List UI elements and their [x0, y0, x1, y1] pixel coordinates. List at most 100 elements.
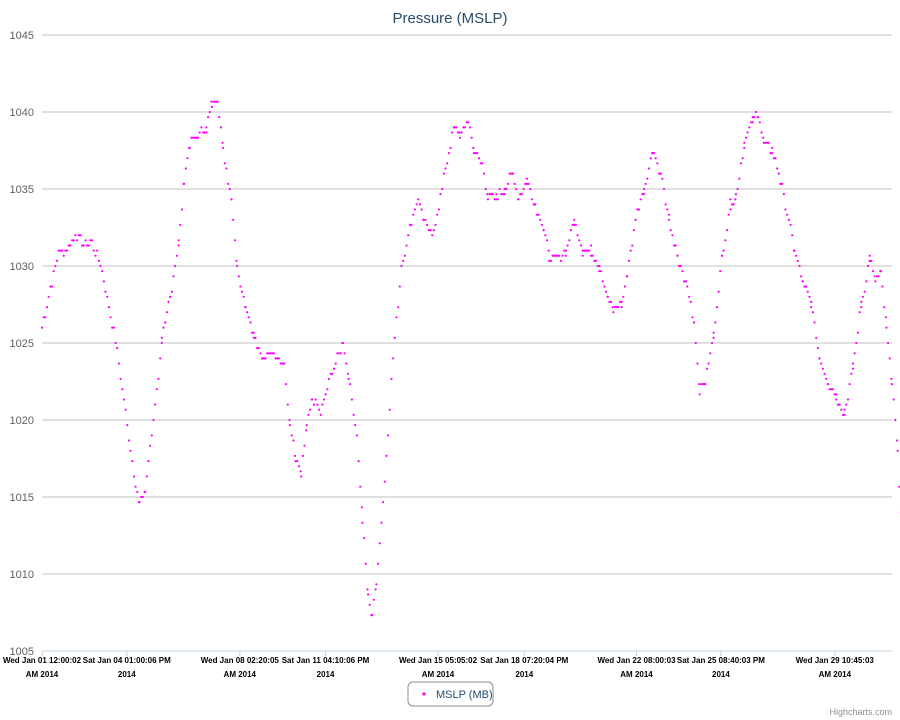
data-point[interactable]	[458, 131, 461, 134]
data-point[interactable]	[669, 229, 672, 232]
data-point[interactable]	[741, 157, 744, 160]
data-point[interactable]	[701, 383, 705, 386]
data-point[interactable]	[667, 218, 671, 221]
data-point[interactable]	[456, 131, 459, 134]
data-point[interactable]	[815, 336, 818, 339]
data-point[interactable]	[400, 264, 403, 268]
data-point[interactable]	[162, 326, 165, 329]
data-point[interactable]	[266, 352, 269, 355]
data-point[interactable]	[811, 311, 815, 314]
data-point[interactable]	[412, 213, 415, 216]
data-point[interactable]	[367, 593, 370, 596]
data-point[interactable]	[610, 300, 613, 303]
data-point[interactable]	[74, 234, 77, 237]
data-point[interactable]	[776, 167, 779, 170]
data-point[interactable]	[629, 249, 632, 252]
data-point[interactable]	[782, 193, 786, 196]
data-point[interactable]	[67, 244, 70, 247]
data-point[interactable]	[722, 249, 725, 252]
data-point[interactable]	[651, 152, 654, 155]
data-point[interactable]	[573, 218, 576, 221]
data-point[interactable]	[418, 203, 421, 206]
data-point[interactable]	[506, 182, 510, 185]
data-point[interactable]	[642, 193, 646, 196]
data-point[interactable]	[140, 495, 143, 499]
data-point[interactable]	[61, 249, 64, 252]
data-point[interactable]	[584, 249, 588, 252]
data-point[interactable]	[705, 367, 709, 370]
data-point[interactable]	[681, 270, 684, 273]
data-point[interactable]	[179, 223, 182, 226]
data-point[interactable]	[164, 321, 167, 324]
data-point[interactable]	[218, 116, 221, 119]
data-point[interactable]	[848, 383, 851, 386]
data-point[interactable]	[207, 116, 210, 119]
data-point[interactable]	[860, 300, 863, 303]
data-point[interactable]	[777, 172, 781, 175]
data-point[interactable]	[472, 146, 475, 149]
data-point[interactable]	[214, 100, 217, 103]
data-point[interactable]	[821, 367, 825, 370]
data-point[interactable]	[447, 152, 450, 155]
data-point[interactable]	[578, 239, 581, 242]
data-point[interactable]	[427, 229, 430, 232]
data-point[interactable]	[641, 193, 644, 196]
data-point[interactable]	[237, 275, 240, 278]
data-point[interactable]	[519, 193, 522, 196]
data-point[interactable]	[398, 285, 401, 288]
data-point[interactable]	[877, 275, 880, 278]
data-point[interactable]	[303, 444, 306, 447]
data-point[interactable]	[800, 275, 803, 278]
data-point[interactable]	[374, 588, 377, 591]
data-point[interactable]	[530, 198, 534, 201]
data-point[interactable]	[62, 254, 65, 257]
data-point[interactable]	[696, 362, 699, 365]
data-point[interactable]	[764, 141, 767, 144]
data-point[interactable]	[52, 270, 55, 273]
data-point[interactable]	[482, 172, 486, 175]
data-point[interactable]	[725, 229, 729, 232]
data-point[interactable]	[860, 306, 863, 309]
data-point[interactable]	[86, 244, 89, 247]
data-point[interactable]	[324, 393, 327, 396]
data-point[interactable]	[69, 244, 72, 247]
data-point[interactable]	[724, 239, 727, 242]
data-point[interactable]	[753, 116, 756, 119]
legend-label[interactable]: MSLP (MB)	[436, 689, 493, 701]
data-point[interactable]	[647, 167, 651, 170]
data-point[interactable]	[188, 146, 191, 149]
data-point[interactable]	[537, 213, 540, 216]
data-point[interactable]	[558, 254, 561, 257]
data-point[interactable]	[271, 352, 274, 355]
data-point[interactable]	[771, 152, 774, 155]
data-point[interactable]	[205, 126, 208, 129]
data-point[interactable]	[486, 193, 489, 196]
data-point[interactable]	[622, 295, 625, 298]
data-point[interactable]	[704, 383, 707, 386]
data-point[interactable]	[683, 280, 686, 283]
data-point[interactable]	[203, 131, 206, 134]
data-point[interactable]	[835, 393, 838, 396]
data-point[interactable]	[172, 275, 175, 278]
data-point[interactable]	[314, 398, 317, 401]
data-point[interactable]	[339, 352, 342, 355]
data-point[interactable]	[242, 295, 245, 298]
data-point[interactable]	[175, 254, 178, 257]
data-point[interactable]	[436, 213, 439, 216]
data-point[interactable]	[810, 306, 813, 309]
data-point[interactable]	[223, 162, 226, 165]
data-point[interactable]	[183, 182, 186, 185]
data-point[interactable]	[333, 367, 336, 370]
data-point[interactable]	[836, 403, 840, 406]
data-point[interactable]	[896, 449, 899, 452]
data-point[interactable]	[134, 485, 137, 488]
data-point[interactable]	[810, 300, 813, 303]
data-point[interactable]	[476, 152, 479, 155]
data-point[interactable]	[378, 542, 381, 545]
data-point[interactable]	[838, 403, 841, 406]
data-point[interactable]	[709, 352, 712, 355]
data-point[interactable]	[762, 141, 765, 144]
data-point[interactable]	[82, 244, 85, 247]
data-point[interactable]	[259, 352, 262, 355]
data-point[interactable]	[446, 162, 449, 165]
